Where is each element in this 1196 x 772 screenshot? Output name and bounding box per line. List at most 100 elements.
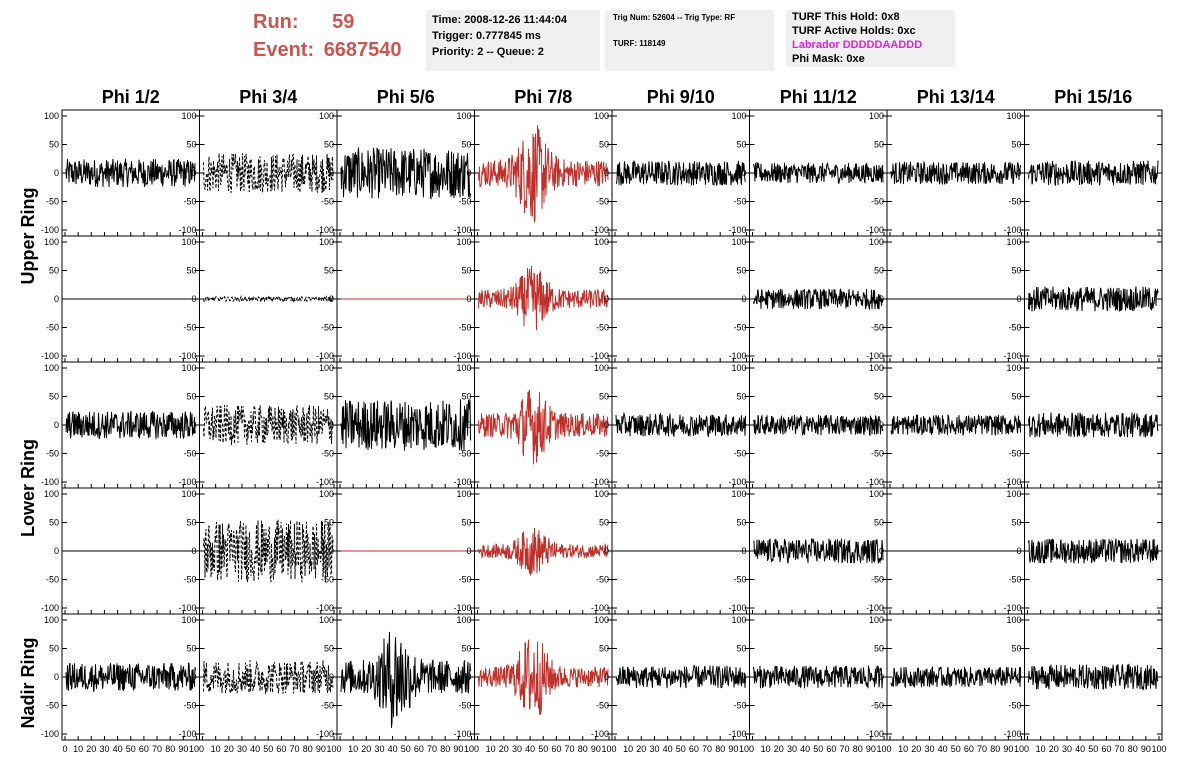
x-tick-label: 90 [316, 744, 326, 754]
y-tick-label: -50 [321, 323, 334, 333]
x-tick-label: 40 [663, 744, 673, 754]
y-tick-label: -50 [871, 449, 884, 459]
y-tick-label: 50 [324, 518, 334, 528]
x-tick-label: 50 [676, 744, 686, 754]
y-tick-label: -50 [458, 701, 471, 711]
priority-line: Priority: 2 -- Queue: 2 [432, 46, 544, 58]
y-tick-label: 50 [49, 518, 59, 528]
y-tick-label: -100 [591, 225, 609, 235]
waveform-trace [615, 159, 746, 186]
y-tick-label: 0 [466, 294, 471, 304]
column-title: Phi 11/12 [779, 87, 857, 107]
x-tick-label: 60 [964, 744, 974, 754]
x-tick-label: 100 [601, 744, 616, 754]
trig-num-line: Trig Num: 52604 -- Trig Type: RF [613, 13, 736, 22]
y-tick-label: 100 [44, 363, 59, 373]
y-tick-label: 0 [1016, 420, 1021, 430]
x-tick-label: 70 [565, 744, 575, 754]
y-tick-label: -100 [316, 225, 334, 235]
x-tick-label: 60 [1101, 744, 1111, 754]
y-tick-label: -50 [596, 323, 609, 333]
column-title: Phi 9/10 [646, 87, 715, 107]
event-label-text: Event: [253, 39, 315, 61]
x-tick-label: 50 [401, 744, 411, 754]
y-tick-label: 0 [466, 672, 471, 682]
x-tick-label: 80 [990, 744, 1000, 754]
turf-info-box: TURF This Hold: 0x8 TURF Active Holds: 0… [786, 10, 955, 67]
column-title: Phi 7/8 [514, 87, 573, 107]
y-tick-label: 0 [741, 294, 746, 304]
x-tick-label: 60 [139, 744, 149, 754]
y-tick-label: -100 [728, 477, 746, 487]
y-tick-label: 50 [1011, 140, 1021, 150]
y-tick-label: -50 [733, 701, 746, 711]
y-tick-label: -100 [41, 729, 59, 739]
y-tick-label: 50 [461, 644, 471, 654]
waveform-trace [1028, 663, 1159, 690]
y-tick-label: 0 [54, 672, 59, 682]
x-tick-label: 20 [911, 744, 921, 754]
y-tick-label: 0 [329, 546, 334, 556]
y-tick-label: -100 [178, 729, 196, 739]
y-tick-label: -50 [321, 449, 334, 459]
column-title: Phi 15/16 [1054, 87, 1133, 107]
y-tick-label: 50 [1011, 266, 1021, 276]
waveform-trace [615, 411, 746, 438]
turf-active-line: TURF Active Holds: 0xc [792, 25, 916, 37]
x-tick-label: 70 [290, 744, 300, 754]
x-tick-label: 50 [813, 744, 823, 754]
waveform-trace [203, 153, 334, 193]
y-tick-label: 50 [1011, 644, 1021, 654]
y-tick-label: -50 [46, 197, 59, 207]
y-tick-label: 0 [879, 546, 884, 556]
trigger-line: Trigger: 0.777845 ms [432, 30, 541, 42]
y-tick-label: 100 [319, 489, 334, 499]
y-tick-label: 0 [1016, 546, 1021, 556]
y-tick-label: 50 [599, 644, 609, 654]
waveform-trace [753, 161, 884, 185]
y-tick-label: 100 [1006, 615, 1021, 625]
x-tick-label: 80 [853, 744, 863, 754]
x-tick-label: 40 [1075, 744, 1085, 754]
y-tick-label: 50 [324, 140, 334, 150]
y-tick-label: 100 [1006, 111, 1021, 121]
x-tick-label: 60 [551, 744, 561, 754]
y-tick-label: 50 [874, 518, 884, 528]
y-tick-label: 100 [456, 615, 471, 625]
y-tick-label: -100 [866, 225, 884, 235]
y-tick-label: -100 [41, 351, 59, 361]
y-tick-label: 100 [44, 489, 59, 499]
x-tick-label: 60 [414, 744, 424, 754]
event-value: 6687540 [323, 39, 402, 61]
y-tick-label: 50 [49, 644, 59, 654]
y-tick-label: 100 [1006, 237, 1021, 247]
y-tick-label: -100 [866, 477, 884, 487]
y-tick-label: -100 [728, 729, 746, 739]
y-tick-label: 50 [49, 392, 59, 402]
y-tick-label: -100 [178, 477, 196, 487]
x-tick-label: 20 [636, 744, 646, 754]
y-tick-label: 100 [456, 237, 471, 247]
x-tick-label: 80 [165, 744, 175, 754]
y-tick-label: 0 [604, 420, 609, 430]
y-tick-label: 50 [736, 392, 746, 402]
y-tick-label: 100 [594, 489, 609, 499]
y-tick-label: 50 [186, 518, 196, 528]
y-tick-label: 50 [1011, 392, 1021, 402]
x-tick-label: 70 [840, 744, 850, 754]
x-tick-label: 90 [1141, 744, 1151, 754]
y-tick-label: -100 [41, 603, 59, 613]
y-tick-label: 50 [324, 644, 334, 654]
x-tick-label: 50 [126, 744, 136, 754]
x-tick-label: 20 [86, 744, 96, 754]
y-tick-label: -50 [733, 449, 746, 459]
y-tick-label: 100 [181, 237, 196, 247]
x-tick-label: 80 [578, 744, 588, 754]
y-tick-label: 50 [599, 392, 609, 402]
y-tick-label: -50 [1008, 323, 1021, 333]
y-tick-label: 100 [731, 237, 746, 247]
waveform-trace [890, 413, 1021, 437]
waveform-trace [340, 147, 471, 200]
y-tick-label: -100 [178, 351, 196, 361]
y-tick-label: 100 [594, 363, 609, 373]
